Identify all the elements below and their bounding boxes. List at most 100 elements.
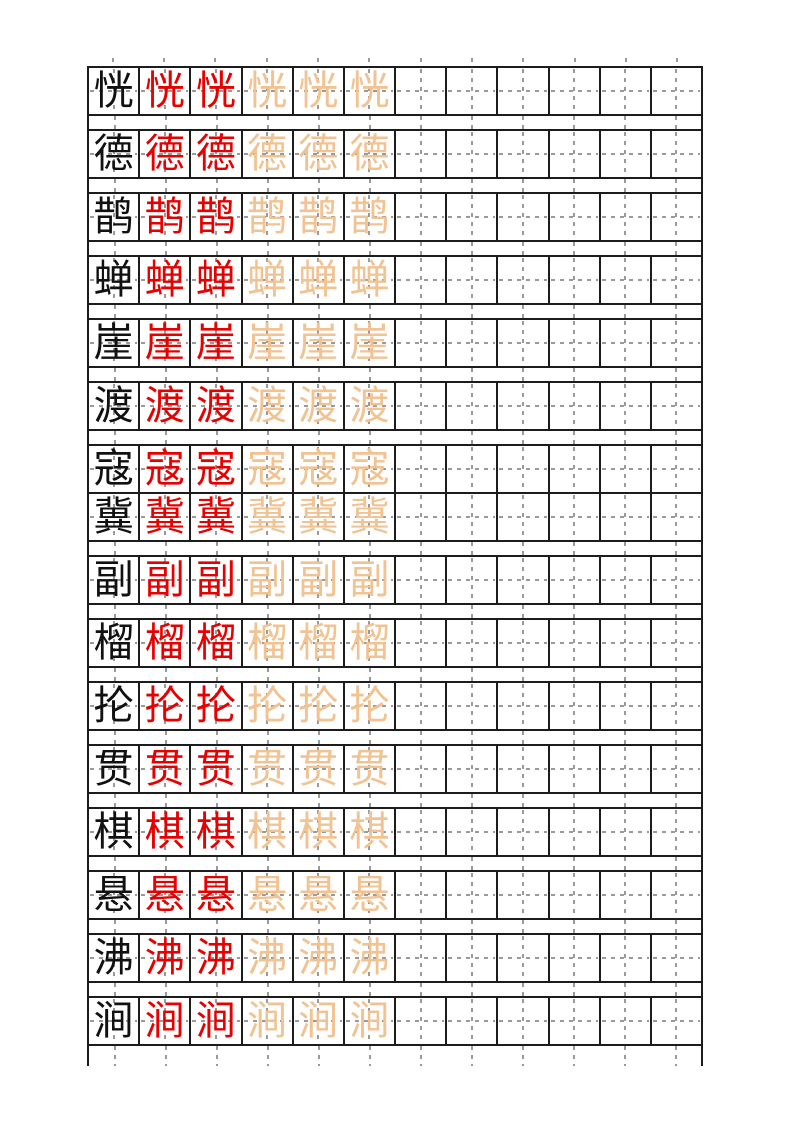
red-practice-cell: 涧 — [140, 998, 192, 1044]
spacer-guide-dash — [548, 116, 599, 129]
trace-practice-cell: 榴 — [294, 620, 345, 666]
trace-practice-cell: 德 — [294, 131, 345, 177]
trace-practice-cell: 崖 — [294, 320, 345, 366]
empty-practice-cell — [498, 746, 550, 792]
empty-practice-cell — [396, 257, 448, 303]
empty-practice-cell — [498, 257, 550, 303]
trace-practice-cell: 榴 — [345, 620, 397, 666]
spacer-guide-dash — [548, 605, 599, 618]
spacer-guide-dash — [548, 794, 599, 807]
trace-char-faded: 贯 — [298, 746, 339, 792]
model-char: 渡 — [93, 383, 134, 429]
spacer-guide-dash — [293, 116, 344, 129]
empty-practice-cell — [498, 68, 550, 114]
spacer-guide-dash — [293, 305, 344, 318]
model-char: 副 — [93, 557, 134, 603]
spacer-guide-dash — [89, 668, 140, 681]
red-practice-cell: 蝉 — [140, 257, 192, 303]
empty-practice-cell — [396, 872, 448, 918]
trace-char-faded: 德 — [349, 131, 390, 177]
spacer-guide-dash — [344, 857, 395, 870]
empty-practice-cell — [550, 194, 601, 240]
spacer-guide-dash — [650, 431, 701, 444]
model-char: 榴 — [93, 620, 134, 666]
red-practice-cell: 悬 — [191, 872, 243, 918]
model-char: 恍 — [93, 68, 134, 114]
empty-practice-cell — [550, 131, 601, 177]
spacer-guide-dash — [191, 794, 242, 807]
empty-practice-cell — [601, 257, 652, 303]
spacer-guide-dash — [344, 605, 395, 618]
red-practice-cell: 崖 — [140, 320, 192, 366]
empty-practice-cell — [447, 872, 499, 918]
spacer-guide-dash — [293, 1046, 344, 1066]
trace-practice-cell: 渡 — [294, 383, 345, 429]
trace-practice-cell: 抡 — [294, 683, 345, 729]
trace-char-faded: 副 — [298, 557, 339, 603]
spacer-guide-dash — [497, 794, 548, 807]
spacer-guide-dash — [548, 983, 599, 996]
trace-practice-cell: 悬 — [345, 872, 397, 918]
spacer-guide-dash — [242, 242, 293, 255]
trace-char-faded: 抡 — [247, 683, 288, 729]
trace-practice-cell: 寇 — [345, 446, 397, 492]
row-spacer — [87, 431, 703, 444]
spacer-guide-dash — [191, 116, 242, 129]
trace-char-faded: 贯 — [247, 746, 288, 792]
spacer-guide-dash — [497, 305, 548, 318]
spacer-guide-dash — [89, 794, 140, 807]
row-spacer — [87, 116, 703, 129]
model-char-cell: 贯 — [89, 746, 141, 792]
red-practice-cell: 棋 — [140, 809, 192, 855]
empty-practice-cell — [550, 383, 601, 429]
empty-practice-cell — [396, 935, 448, 981]
model-char: 鹊 — [93, 194, 134, 240]
spacer-guide-dash — [650, 920, 701, 933]
empty-practice-cell — [652, 446, 701, 492]
spacer-guide-dash — [446, 116, 497, 129]
trace-practice-cell: 沸 — [345, 935, 397, 981]
practice-row: 抡抡抡抡抡抡 — [87, 681, 703, 731]
spacer-guide-dash — [140, 179, 191, 192]
empty-practice-cell — [498, 494, 550, 540]
spacer-guide-dash — [89, 542, 140, 555]
trace-char-faded: 渡 — [298, 383, 339, 429]
trace-practice-cell: 涧 — [345, 998, 397, 1044]
spacer-guide-dash — [599, 605, 650, 618]
trace-practice-cell: 寇 — [243, 446, 294, 492]
empty-practice-cell — [498, 998, 550, 1044]
empty-practice-cell — [652, 872, 701, 918]
empty-practice-cell — [601, 809, 652, 855]
empty-practice-cell — [601, 998, 652, 1044]
spacer-guide-dash — [446, 542, 497, 555]
practice-char-red: 悬 — [195, 872, 236, 918]
model-char: 蝉 — [93, 257, 134, 303]
spacer-guide-dash — [190, 58, 241, 66]
trace-char-faded: 崖 — [247, 320, 288, 366]
trace-practice-cell: 恍 — [345, 68, 397, 114]
trace-practice-cell: 蝉 — [243, 257, 294, 303]
spacer-guide-dash — [242, 431, 293, 444]
spacer-guide-dash — [599, 794, 650, 807]
practice-row: 鹊鹊鹊鹊鹊鹊 — [87, 192, 703, 242]
empty-practice-cell — [498, 683, 550, 729]
empty-practice-cell — [498, 935, 550, 981]
spacer-guide-dash — [599, 116, 650, 129]
trace-char-faded: 寇 — [349, 446, 390, 492]
empty-practice-cell — [447, 320, 499, 366]
red-practice-cell: 贯 — [140, 746, 192, 792]
spacer-guide-dash — [497, 542, 548, 555]
spacer-guide-dash — [497, 242, 548, 255]
practice-row: 寇寇寇寇寇寇 — [87, 444, 703, 494]
spacer-guide-dash — [599, 305, 650, 318]
red-practice-cell: 涧 — [191, 998, 243, 1044]
empty-practice-cell — [601, 194, 652, 240]
practice-char-red: 寇 — [195, 446, 236, 492]
empty-practice-cell — [550, 683, 601, 729]
trace-practice-cell: 榴 — [243, 620, 294, 666]
empty-practice-cell — [550, 998, 601, 1044]
spacer-guide-dash — [548, 305, 599, 318]
spacer-guide-dash — [344, 368, 395, 381]
red-practice-cell: 抡 — [191, 683, 243, 729]
spacer-guide-dash — [242, 368, 293, 381]
